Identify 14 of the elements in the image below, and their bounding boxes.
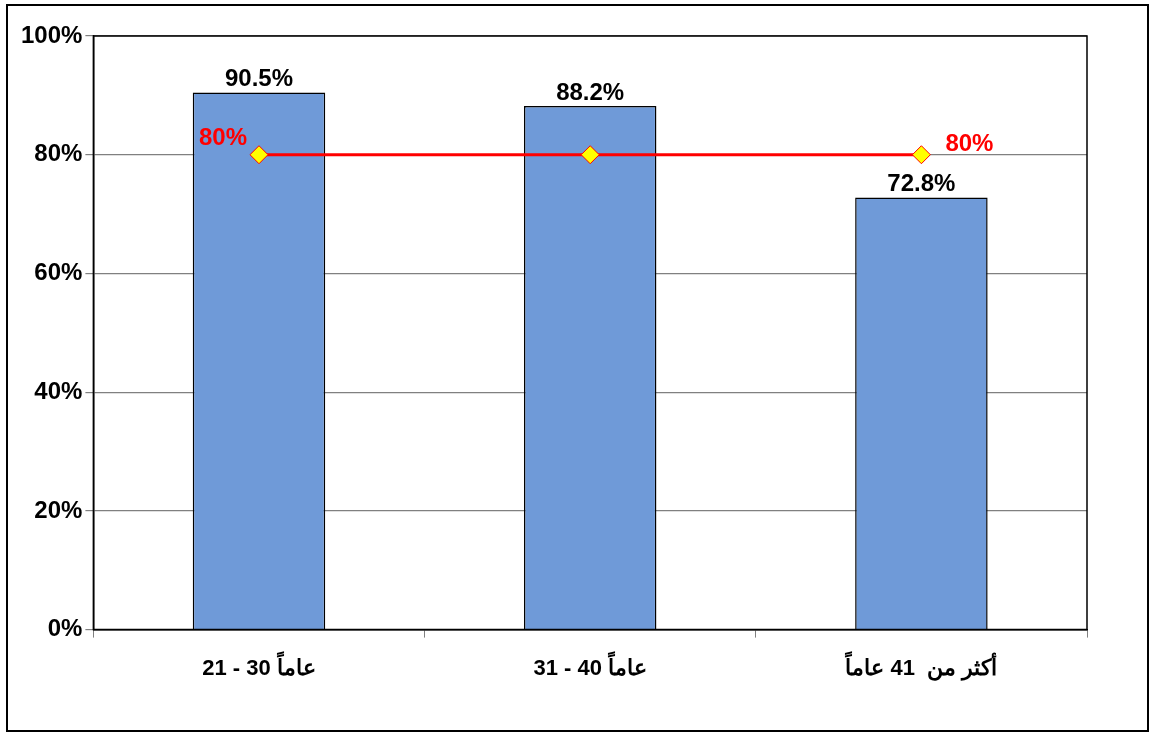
data-label: 80% <box>945 129 994 157</box>
data-label: 72.8% <box>887 169 956 197</box>
x-tick-label: 31 - 40 عاماً <box>533 650 647 680</box>
data-label: 88.2% <box>556 77 625 105</box>
x-tick-label: 21 - 30 عاماً <box>202 650 316 680</box>
x-tick-label: أكثر من 41 عاماً <box>844 650 998 681</box>
y-tick-label: 0% <box>47 614 83 642</box>
data-label: 90.5% <box>224 64 294 92</box>
y-tick-label: 80% <box>34 139 83 167</box>
y-tick-label: 20% <box>34 495 83 523</box>
y-tick-label: 60% <box>34 258 83 286</box>
data-label: 80% <box>198 123 247 151</box>
y-tick-label: 40% <box>34 376 83 404</box>
y-tick-label: 100% <box>20 20 83 48</box>
